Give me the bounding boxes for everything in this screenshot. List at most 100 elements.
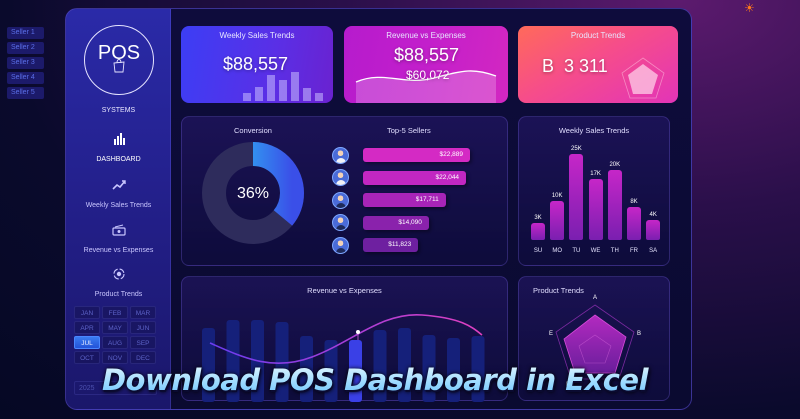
month-button-mar[interactable]: MAR <box>130 306 156 319</box>
seller-bar: $14,090 <box>363 215 429 230</box>
seller-row[interactable]: $14,090 <box>332 214 429 231</box>
weekly-bar[interactable] <box>646 219 661 240</box>
download-banner: Download POS Dashboard in Excel <box>95 363 655 397</box>
revenue-expenses-panel: Revenue vs Expenses <box>181 276 509 402</box>
kpi-title: Weekly Sales Trends <box>219 31 295 40</box>
month-button-feb[interactable]: FEB <box>102 306 128 319</box>
month-button-apr[interactable]: APR <box>74 321 100 334</box>
kpi-sub-value: $60,072 <box>406 68 450 82</box>
seller-bar: $17,711 <box>363 193 446 207</box>
day-label: MO <box>552 248 563 254</box>
month-button-jan[interactable]: JAN <box>74 306 100 319</box>
main-content: Weekly Sales Trends $88,557 Revenue vs E… <box>171 9 691 409</box>
weekly-sales-panel: Weekly Sales Trends 3K SU 10K MO 25K TU 17K WE 2… <box>518 116 670 266</box>
logo-subtitle: SYSTEMS <box>101 107 136 114</box>
seller-row[interactable]: $22,889 <box>332 146 470 164</box>
panel-title: Top-5 Sellers <box>387 126 431 135</box>
seller-filter-button[interactable]: Seller 2 <box>7 42 44 54</box>
panel-title: Revenue vs Expenses <box>307 286 382 295</box>
nav-product-trends[interactable]: Product Trends <box>66 268 171 301</box>
seller-filter-button[interactable]: Seller 4 <box>7 72 44 84</box>
avatar <box>332 214 349 231</box>
weekly-bar[interactable] <box>569 154 584 240</box>
radar-axis-label: C <box>621 382 625 388</box>
nav-weekly-sales-trends[interactable]: Weekly Sales Trends <box>66 179 171 212</box>
radar-axis-label: A <box>593 295 598 301</box>
day-label: SU <box>533 248 543 254</box>
bar-chart-icon <box>113 133 125 145</box>
shopping-bag-icon <box>113 58 125 72</box>
day-label: FR <box>630 248 638 254</box>
mini-bar-chart <box>243 72 323 101</box>
kpi-title: Revenue vs Expenses <box>386 31 466 40</box>
day-label: TH <box>610 248 619 254</box>
revenue-chart[interactable] <box>182 277 509 402</box>
bar-value-label: 20K <box>609 161 621 168</box>
year-selector[interactable]: 2025 <box>74 381 157 395</box>
avatar <box>332 169 349 186</box>
weekly-bar[interactable] <box>607 169 622 240</box>
conversion-value: 36% <box>236 185 270 202</box>
kpi-weekly-sales[interactable]: Weekly Sales Trends $88,557 <box>181 26 333 103</box>
bar-value-label: 3K <box>534 214 542 221</box>
radar-axis-label: D <box>566 382 570 388</box>
nav-revenue-vs-expenses[interactable]: Revenue vs Expenses <box>66 224 171 257</box>
nav-label: DASHBOARD <box>96 156 141 163</box>
month-button-nov[interactable]: NOV <box>102 351 128 364</box>
sun-icon[interactable]: ☀ <box>744 1 755 15</box>
kpi-revenue-vs-expenses[interactable]: Revenue vs Expenses $88,557 $60,072 <box>344 26 508 103</box>
bar-value-label: 17K <box>590 170 601 177</box>
radar-chart[interactable] <box>519 277 671 402</box>
kpi-product-trends[interactable]: Product Trends B 3 311 <box>518 26 678 103</box>
bar-value-label: 4K <box>649 211 657 218</box>
conversion-donut[interactable] <box>202 142 304 244</box>
month-button-dec[interactable]: DEC <box>130 351 156 364</box>
month-button-jun[interactable]: JUN <box>130 321 156 334</box>
logo-text: POS <box>97 41 141 64</box>
month-button-aug[interactable]: AUG <box>102 336 128 349</box>
mini-radar-icon <box>621 57 665 99</box>
seller-filter-button[interactable]: Seller 5 <box>7 87 44 99</box>
avatar <box>332 236 349 254</box>
seller-bar: $22,889 <box>363 148 470 162</box>
panel-title: Product Trends <box>533 286 584 295</box>
avatar <box>332 146 349 164</box>
seller-row[interactable]: $17,711 <box>332 191 446 209</box>
nav-label: Product Trends <box>94 291 143 298</box>
seller-row[interactable]: $11,823 <box>332 236 419 254</box>
weekly-bar[interactable] <box>550 200 565 240</box>
month-button-oct[interactable]: OCT <box>74 351 100 364</box>
bar-value-label: 10K <box>551 192 563 199</box>
seller-filter-button[interactable]: Seller 3 <box>7 57 44 69</box>
nav-label: Weekly Sales Trends <box>85 202 152 209</box>
weekly-bar[interactable] <box>588 178 603 240</box>
trend-up-icon <box>111 180 126 190</box>
day-label: SA <box>649 248 658 254</box>
dashboard-frame: POS SYSTEMS DASHBOARD Weekly Sales Trend… <box>65 8 692 410</box>
nav-dashboard[interactable]: DASHBOARD <box>66 133 171 166</box>
nav-label: Revenue vs Expenses <box>83 247 154 254</box>
money-icon <box>111 224 126 236</box>
logo: POS <box>84 25 154 95</box>
panel-title: Conversion <box>234 126 272 135</box>
seller-row[interactable]: $22,044 <box>332 169 467 186</box>
product-trends-panel: Product Trends A B C D E <box>518 276 670 401</box>
panel-title: Weekly Sales Trends <box>558 126 630 135</box>
month-button-sep[interactable]: SEP <box>130 336 156 349</box>
cycle-icon <box>112 268 125 280</box>
mini-area-chart <box>355 70 497 103</box>
avatar <box>332 191 349 209</box>
seller-filter: Seller 1 Seller 2 Seller 3 Seller 4 Seller 5 <box>7 27 44 99</box>
month-picker: JAN FEB MAR APR MAY JUN JUL AUG SEP OCT NOV DEC <box>74 306 157 364</box>
seller-filter-button[interactable]: Seller 1 <box>7 27 44 39</box>
month-button-may[interactable]: MAY <box>102 321 128 334</box>
seller-bar: $11,823 <box>363 238 419 252</box>
month-button-jul[interactable]: JUL <box>74 336 100 349</box>
radar-axis-label: B <box>637 331 642 337</box>
radar-axis-label: E <box>549 331 554 337</box>
kpi-value: B 3 311 <box>542 56 608 76</box>
conversion-sellers-panel: Conversion 36% Top-5 Sellers $22,889 $22,… <box>181 116 508 266</box>
weekly-bar[interactable] <box>627 207 641 240</box>
day-label: WE <box>590 248 601 254</box>
weekly-bar[interactable] <box>531 222 545 240</box>
